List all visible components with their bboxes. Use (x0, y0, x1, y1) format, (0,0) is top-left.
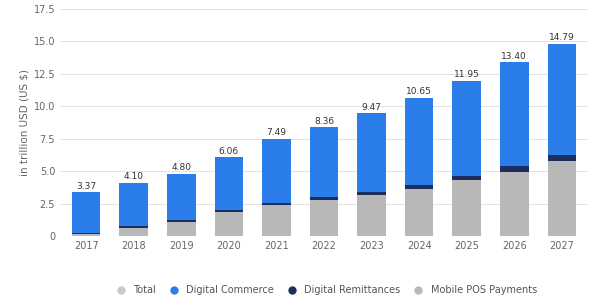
Bar (500, 166, 529, 172)
Bar (452, 176, 481, 181)
Bar (262, 202, 291, 205)
Bar (215, 157, 243, 210)
Bar (548, 155, 576, 161)
Bar (500, 62, 529, 236)
Bar (500, 172, 529, 236)
Text: 4.80: 4.80 (171, 163, 191, 172)
Text: 10.65: 10.65 (406, 87, 432, 96)
Bar (167, 222, 196, 236)
Bar (215, 210, 243, 212)
Bar (405, 98, 433, 185)
Y-axis label: in trillion USD (US $): in trillion USD (US $) (19, 69, 29, 176)
Bar (167, 174, 196, 220)
Bar (357, 195, 386, 236)
Bar (310, 200, 338, 236)
Text: 7.49: 7.49 (266, 128, 286, 137)
Text: 3.37: 3.37 (76, 182, 96, 191)
Bar (357, 192, 386, 195)
Bar (548, 44, 576, 155)
Bar (310, 197, 338, 200)
Text: 4.10: 4.10 (124, 172, 144, 181)
Bar (262, 139, 291, 202)
Bar (262, 139, 291, 236)
Bar (119, 227, 148, 236)
Bar (72, 234, 100, 236)
Text: 13.40: 13.40 (502, 52, 527, 60)
Bar (548, 161, 576, 236)
Bar (119, 183, 148, 226)
Bar (548, 44, 576, 236)
Bar (72, 192, 100, 233)
Bar (72, 192, 100, 236)
Text: 6.06: 6.06 (219, 147, 239, 156)
Text: 14.79: 14.79 (549, 33, 575, 42)
Bar (167, 220, 196, 222)
Bar (167, 174, 196, 236)
Bar (357, 113, 386, 236)
Bar (452, 181, 481, 236)
Bar (310, 127, 338, 236)
Text: 8.36: 8.36 (314, 117, 334, 126)
Bar (215, 157, 243, 236)
Bar (119, 226, 148, 227)
Text: 9.47: 9.47 (362, 103, 382, 112)
Bar (405, 185, 433, 189)
Text: 11.95: 11.95 (454, 70, 479, 79)
Bar (452, 81, 481, 176)
Bar (405, 189, 433, 236)
Bar (119, 183, 148, 236)
Bar (500, 62, 529, 166)
Legend: Total, Digital Commerce, Digital Remittances, Mobile POS Payments: Total, Digital Commerce, Digital Remitta… (107, 281, 541, 295)
Bar (215, 212, 243, 236)
Bar (405, 98, 433, 236)
Bar (452, 81, 481, 236)
Bar (262, 205, 291, 236)
Bar (357, 113, 386, 192)
Bar (72, 233, 100, 234)
Bar (310, 127, 338, 197)
